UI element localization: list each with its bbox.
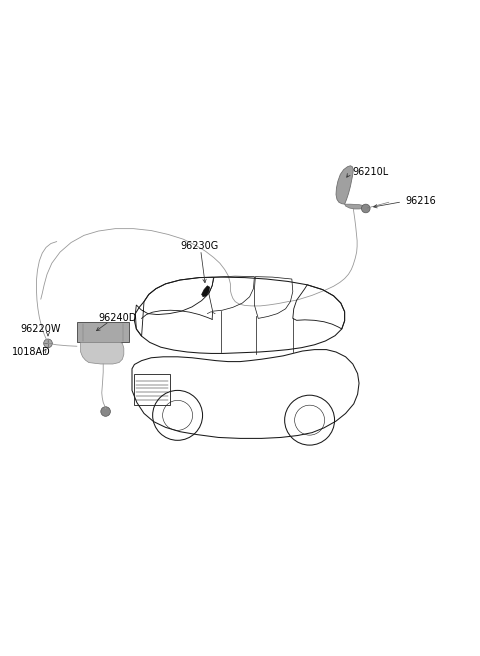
Text: 96230G: 96230G: [180, 241, 218, 251]
Circle shape: [101, 407, 110, 417]
Text: 96210L: 96210L: [353, 167, 389, 177]
Text: 96220W: 96220W: [21, 324, 61, 334]
Bar: [77, 322, 129, 342]
Circle shape: [361, 204, 370, 213]
Polygon shape: [336, 166, 353, 204]
Text: 1018AD: 1018AD: [12, 347, 50, 357]
Text: 96216: 96216: [406, 195, 436, 206]
Circle shape: [44, 339, 52, 348]
Text: 96240D: 96240D: [98, 314, 137, 323]
Polygon shape: [81, 342, 124, 364]
Polygon shape: [345, 204, 366, 209]
Bar: [134, 374, 170, 405]
Polygon shape: [202, 286, 210, 297]
